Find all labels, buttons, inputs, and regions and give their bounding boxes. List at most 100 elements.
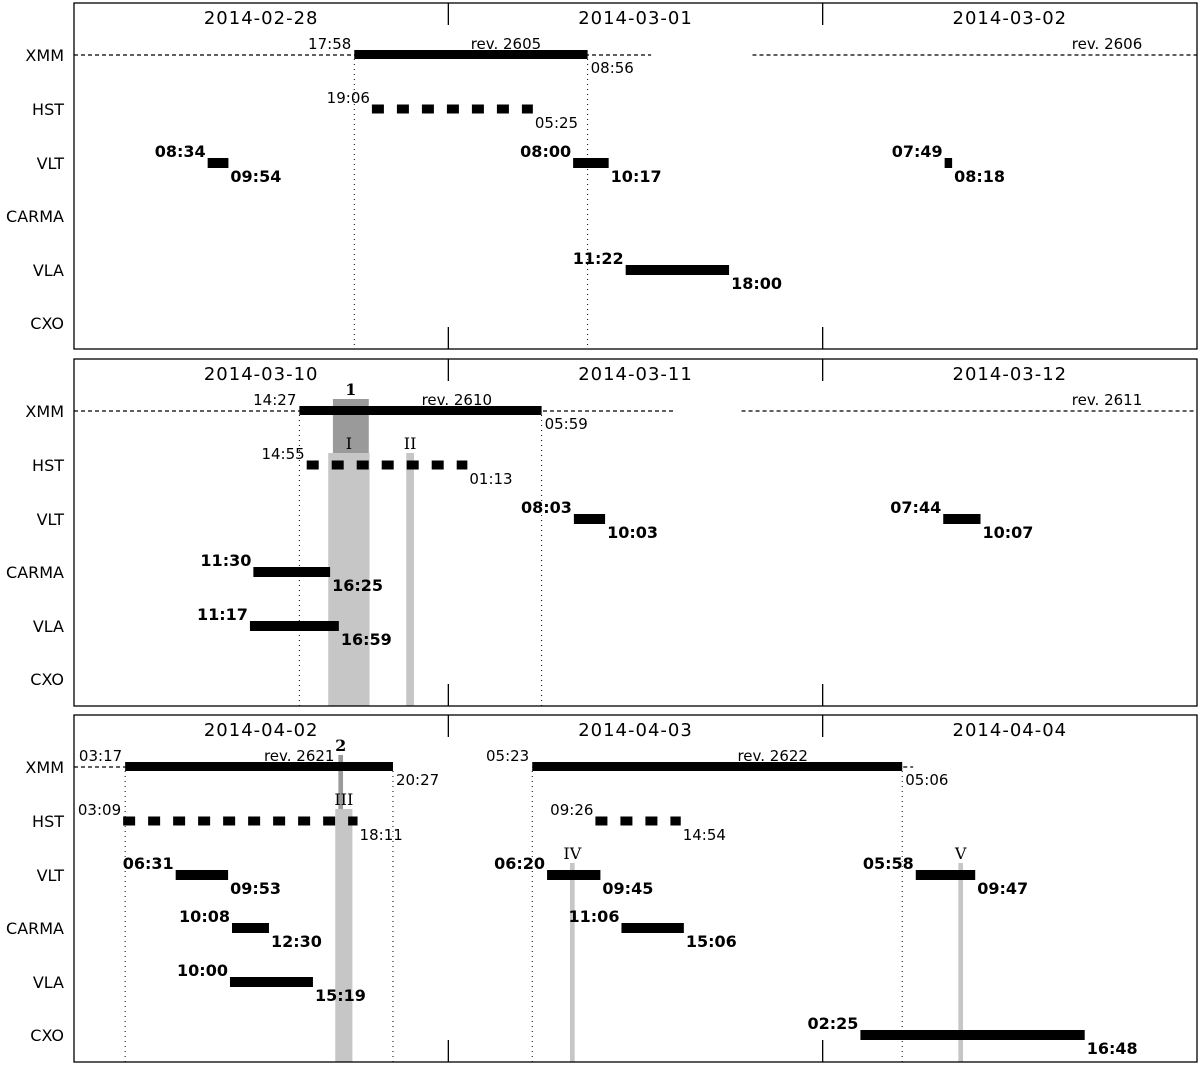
vlt-start-time: 08:00 (520, 142, 571, 161)
vlt-end-time: 08:18 (954, 167, 1005, 186)
highlight-IV (569, 863, 575, 1062)
cxo-observation-bar (860, 1030, 1085, 1040)
highlight-label-IV: IV (563, 844, 581, 863)
xmm-end-time: 20:27 (396, 771, 439, 789)
xmm-end-time: 08:56 (591, 59, 634, 77)
vla-start-time: 11:22 (573, 249, 624, 268)
instrument-label-vla: VLA (33, 261, 64, 280)
day-label: 2014-03-11 (578, 364, 693, 385)
day-label: 2014-03-12 (953, 364, 1068, 385)
xmm-end-time: 05:06 (905, 771, 948, 789)
vlt-start-time: 06:20 (494, 854, 545, 873)
carma-observation-bar (621, 923, 684, 933)
vlt-start-time: 06:31 (123, 854, 174, 873)
hst-start-time: 09:26 (550, 801, 593, 819)
instrument-label-carma: CARMA (6, 563, 64, 582)
xmm-rev-label: rev. 2611 (1072, 391, 1143, 409)
xmm-rev-label: rev. 2606 (1072, 35, 1143, 53)
panel-3: 2 III IV V 2014-04-02 2014-04-03 2014-04-04 XMM… (6, 714, 1198, 1063)
hst-start-time: 03:09 (78, 801, 121, 819)
highlight-label-1: 1 (345, 380, 356, 399)
carma-observation-bar (231, 923, 269, 933)
hst-start-time: 14:55 (261, 445, 304, 463)
instrument-label-hst: HST (32, 100, 64, 119)
instrument-label-carma: CARMA (6, 919, 64, 938)
vla-end-time: 15:19 (315, 986, 366, 1005)
highlight-III (335, 809, 353, 1062)
panel-frame (73, 2, 1198, 350)
vla-observation-bar (625, 265, 730, 275)
xmm-rev-label: rev. 2610 (422, 391, 493, 409)
day-label: 2014-02-28 (204, 8, 319, 29)
vlt-end-time: 09:45 (602, 879, 653, 898)
highlight-label-II: II (404, 434, 417, 453)
xmm-observation-bar (532, 762, 903, 771)
day-label: 2014-03-10 (204, 364, 319, 385)
vla-observation-bar (249, 621, 339, 631)
vlt-observation-bar (175, 870, 229, 880)
xmm-start-time: 03:17 (79, 747, 122, 765)
vlt-end-time: 10:07 (983, 523, 1034, 542)
carma-start-time: 10:08 (179, 907, 230, 926)
vlt-start-time: 08:03 (521, 498, 572, 517)
hst-end-time: 18:11 (360, 826, 403, 844)
vlt-end-time: 09:54 (230, 167, 281, 186)
vlt-observation-bar (573, 514, 606, 524)
vlt-observation-bar (915, 870, 976, 880)
vlt-observation-bar (944, 158, 953, 168)
vlt-observation-bar (207, 158, 229, 168)
xmm-observation-bar (299, 406, 542, 415)
carma-observation-bar (253, 567, 331, 577)
highlight-label-I: I (346, 434, 352, 453)
vlt-end-time: 09:47 (977, 879, 1028, 898)
instrument-label-vlt: VLT (37, 510, 65, 529)
instrument-label-hst: HST (32, 456, 64, 475)
vla-end-time: 16:59 (341, 630, 392, 649)
instrument-label-cxo: CXO (30, 1026, 64, 1045)
vlt-observation-bar (547, 870, 601, 880)
carma-end-time: 16:25 (332, 576, 383, 595)
vla-start-time: 10:00 (177, 961, 228, 980)
xmm-end-time: 05:59 (545, 415, 588, 433)
xmm-observation-bar (354, 50, 588, 59)
highlight-label-III: III (334, 790, 353, 809)
highlight-label-2: 2 (335, 736, 346, 755)
day-label: 2014-03-01 (578, 8, 693, 29)
carma-end-time: 15:06 (686, 932, 737, 951)
hst-end-time: 01:13 (469, 470, 512, 488)
xmm-observation-bar (125, 762, 393, 771)
vlt-end-time: 10:17 (611, 167, 662, 186)
highlight-2 (338, 755, 344, 813)
instrument-label-xmm: XMM (25, 758, 64, 777)
highlight-I (328, 453, 370, 706)
instrument-label-hst: HST (32, 812, 64, 831)
xmm-start-time: 14:27 (253, 391, 296, 409)
highlight-V (958, 863, 964, 1062)
day-label: 2014-04-04 (953, 720, 1068, 741)
vla-observation-bar (229, 977, 313, 987)
instrument-label-vlt: VLT (37, 154, 65, 173)
vlt-observation-bar (943, 514, 981, 524)
hst-end-time: 14:54 (683, 826, 726, 844)
highlight-label-V: V (954, 844, 967, 863)
carma-end-time: 12:30 (271, 932, 322, 951)
day-label: 2014-04-02 (204, 720, 319, 741)
vlt-start-time: 07:44 (890, 498, 941, 517)
instrument-label-cxo: CXO (30, 314, 64, 333)
instrument-label-carma: CARMA (6, 207, 64, 226)
vlt-observation-bar (573, 158, 609, 168)
vlt-start-time: 08:34 (155, 142, 206, 161)
hst-end-time: 05:25 (535, 114, 578, 132)
vlt-end-time: 10:03 (607, 523, 658, 542)
instrument-label-cxo: CXO (30, 670, 64, 689)
xmm-rev-label: rev. 2621 (264, 747, 335, 765)
highlight-II (406, 453, 415, 706)
cxo-end-time: 16:48 (1087, 1039, 1138, 1058)
xmm-start-time: 05:23 (486, 747, 529, 765)
xmm-rev-label: rev. 2605 (471, 35, 542, 53)
xmm-rev-label: rev. 2622 (737, 747, 808, 765)
vla-start-time: 11:17 (197, 605, 248, 624)
panel-1: 2014-02-28 2014-03-01 2014-03-02 XMM HST VLT C… (6, 2, 1198, 350)
instrument-label-vlt: VLT (37, 866, 65, 885)
